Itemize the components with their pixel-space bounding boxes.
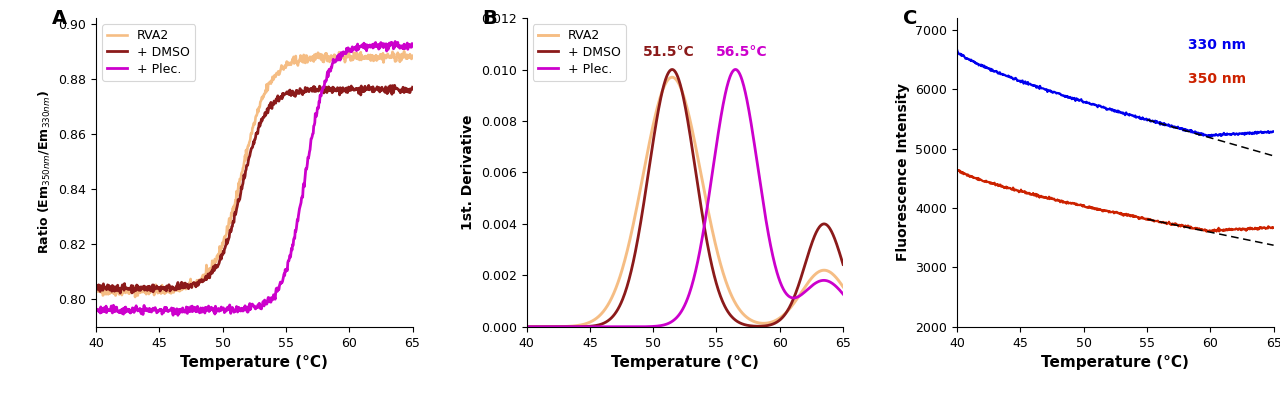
RVA2 <box>664 75 680 80</box>
+ DMSO <box>170 280 186 285</box>
RVA2 <box>232 176 247 181</box>
Y-axis label: Ratio (Em$_{350nm}$/Em$_{330nm}$): Ratio (Em$_{350nm}$/Em$_{330nm}$) <box>37 91 52 254</box>
+ Plec. <box>404 43 420 48</box>
RVA2 <box>575 322 590 327</box>
+ Plec. <box>758 214 773 219</box>
+ DMSO <box>275 94 291 99</box>
+ Plec. <box>727 67 742 72</box>
+ Plec. <box>705 166 721 170</box>
Line: + DMSO: + DMSO <box>526 69 844 327</box>
+ DMSO <box>328 87 343 91</box>
+ Plec. <box>275 276 291 281</box>
RVA2 <box>275 65 291 70</box>
+ DMSO <box>88 284 104 289</box>
Line: RVA2: RVA2 <box>96 50 412 297</box>
+ Plec. <box>662 320 677 325</box>
+ Plec. <box>88 308 104 312</box>
+ Plec. <box>731 69 746 74</box>
RVA2 <box>328 57 343 62</box>
+ Plec. <box>301 155 316 160</box>
RVA2 <box>170 288 186 293</box>
+ Plec. <box>170 313 186 318</box>
Text: 330 nm: 330 nm <box>1188 38 1247 52</box>
+ Plec. <box>145 308 160 313</box>
RVA2 <box>128 295 143 300</box>
+ Plec. <box>575 324 590 329</box>
+ Plec. <box>518 324 534 329</box>
X-axis label: Temperature (°C): Temperature (°C) <box>1042 355 1189 370</box>
+ DMSO <box>301 87 316 91</box>
+ DMSO <box>575 324 590 329</box>
+ DMSO <box>145 283 160 288</box>
+ DMSO <box>404 85 420 90</box>
+ DMSO <box>113 291 128 296</box>
Text: 350 nm: 350 nm <box>1188 72 1247 86</box>
RVA2 <box>145 288 160 293</box>
RVA2 <box>88 288 104 292</box>
Line: + DMSO: + DMSO <box>96 85 412 293</box>
Line: + Plec.: + Plec. <box>526 69 844 327</box>
+ Plec. <box>232 308 247 312</box>
Text: B: B <box>483 9 497 28</box>
+ DMSO <box>758 324 773 328</box>
Y-axis label: Fluorescence Intensity: Fluorescence Intensity <box>896 83 910 261</box>
RVA2 <box>340 47 356 52</box>
+ DMSO <box>731 320 746 324</box>
+ DMSO <box>518 324 534 329</box>
+ DMSO <box>232 197 247 202</box>
RVA2 <box>836 284 851 289</box>
+ DMSO <box>836 262 851 267</box>
Text: A: A <box>51 9 67 28</box>
+ Plec. <box>388 39 403 44</box>
Text: 51.5°C: 51.5°C <box>643 45 694 59</box>
+ Plec. <box>836 292 851 296</box>
RVA2 <box>731 306 746 310</box>
RVA2 <box>758 321 773 326</box>
RVA2 <box>301 57 316 62</box>
Text: 56.5°C: 56.5°C <box>716 45 768 59</box>
Line: + Plec.: + Plec. <box>96 41 412 315</box>
+ DMSO <box>387 83 402 88</box>
Text: C: C <box>904 9 918 28</box>
RVA2 <box>600 302 616 307</box>
+ Plec. <box>328 59 343 64</box>
+ DMSO <box>662 69 677 73</box>
+ Plec. <box>600 324 616 329</box>
RVA2 <box>707 234 722 239</box>
Line: RVA2: RVA2 <box>526 77 844 327</box>
X-axis label: Temperature (°C): Temperature (°C) <box>180 355 328 370</box>
+ DMSO <box>600 318 616 323</box>
Y-axis label: 1st. Derivative: 1st. Derivative <box>461 115 475 230</box>
+ DMSO <box>707 271 722 275</box>
X-axis label: Temperature (°C): Temperature (°C) <box>611 355 759 370</box>
RVA2 <box>518 324 534 329</box>
+ DMSO <box>664 67 680 72</box>
Legend: RVA2, + DMSO, + Plec.: RVA2, + DMSO, + Plec. <box>532 24 626 81</box>
+ Plec. <box>170 309 186 314</box>
RVA2 <box>404 53 420 58</box>
Legend: RVA2, + DMSO, + Plec.: RVA2, + DMSO, + Plec. <box>102 24 195 81</box>
RVA2 <box>662 76 677 81</box>
